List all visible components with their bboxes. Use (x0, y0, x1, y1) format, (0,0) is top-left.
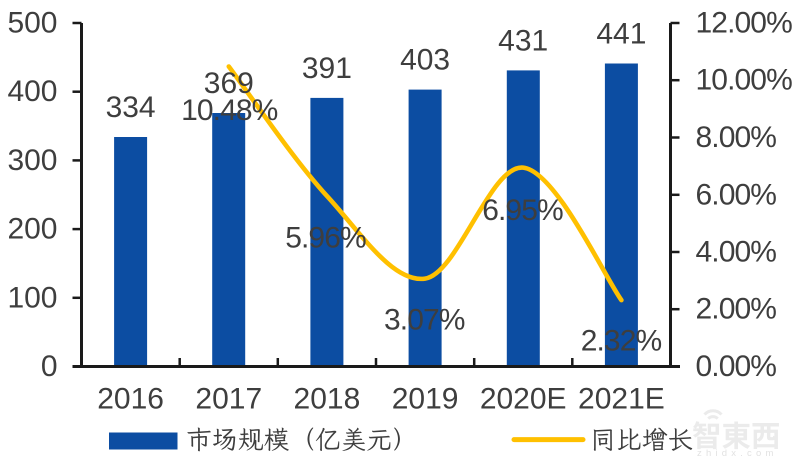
svg-text:2021E: 2021E (578, 383, 665, 416)
svg-text:100: 100 (7, 281, 57, 314)
svg-text:3.07%: 3.07% (384, 304, 465, 337)
svg-text:0.00%: 0.00% (696, 350, 777, 383)
svg-text:6.00%: 6.00% (696, 178, 777, 211)
svg-text:10.48%: 10.48% (181, 94, 278, 127)
svg-text:300: 300 (7, 144, 57, 177)
svg-text:2.00%: 2.00% (696, 293, 777, 326)
svg-text:431: 431 (498, 24, 548, 57)
svg-text:2020E: 2020E (480, 383, 567, 416)
svg-text:2018: 2018 (294, 383, 361, 416)
svg-text:4.00%: 4.00% (696, 236, 777, 269)
svg-text:zhidx.com: zhidx.com (697, 448, 778, 459)
svg-text:334: 334 (106, 91, 156, 124)
svg-text:2.32%: 2.32% (581, 325, 662, 358)
svg-text:391: 391 (302, 52, 352, 85)
svg-text:2016: 2016 (97, 383, 164, 416)
svg-text:0: 0 (41, 350, 58, 383)
svg-text:2017: 2017 (195, 383, 262, 416)
svg-text:403: 403 (400, 44, 450, 77)
svg-text:400: 400 (7, 75, 57, 108)
svg-text:369: 369 (204, 67, 254, 100)
svg-text:5.96%: 5.96% (285, 221, 366, 254)
svg-text:10.00%: 10.00% (696, 64, 793, 97)
svg-text:441: 441 (596, 17, 646, 50)
svg-text:6.95%: 6.95% (482, 194, 563, 227)
svg-text:12.00%: 12.00% (696, 7, 793, 40)
svg-text:2019: 2019 (392, 383, 459, 416)
svg-text:8.00%: 8.00% (696, 121, 777, 154)
svg-text:200: 200 (7, 213, 57, 246)
svg-text:500: 500 (7, 7, 57, 40)
